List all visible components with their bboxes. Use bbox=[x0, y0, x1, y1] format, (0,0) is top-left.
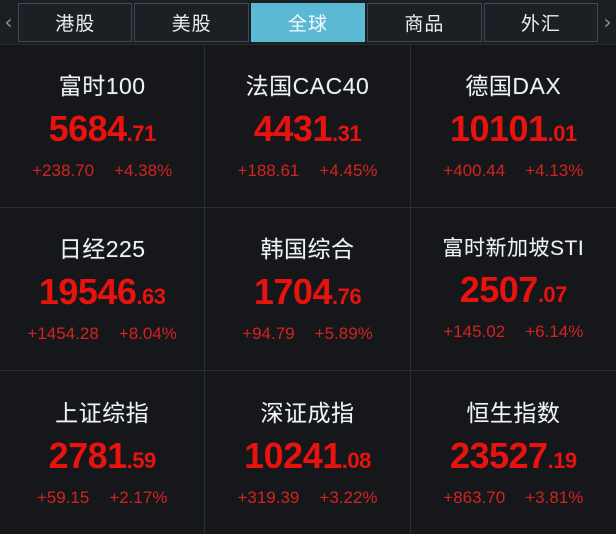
index-deltas: +188.61 +4.45% bbox=[237, 161, 377, 181]
index-price: 5684.71 bbox=[48, 108, 157, 149]
index-price: 1704.76 bbox=[253, 271, 362, 312]
chevron-right-icon[interactable]: › bbox=[603, 10, 612, 34]
quote-grid: 富时100 5684.71 +238.70 +4.38% 法国CAC40 443… bbox=[0, 45, 616, 534]
index-name: 上证综指 bbox=[55, 399, 150, 426]
index-change-percent: +3.22% bbox=[319, 487, 378, 507]
quote-card[interactable]: 法国CAC40 4431.31 +188.61 +4.45% bbox=[205, 45, 411, 208]
index-change-percent: +2.17% bbox=[109, 487, 168, 507]
index-price-decimal: .07 bbox=[537, 282, 568, 307]
index-price-decimal: .76 bbox=[331, 284, 362, 309]
index-price-integer: 1704 bbox=[253, 271, 333, 312]
quote-card[interactable]: 德国DAX 10101.01 +400.44 +4.13% bbox=[410, 45, 616, 208]
index-deltas: +863.70 +3.81% bbox=[443, 488, 583, 508]
index-name: 富时新加坡STI bbox=[442, 237, 585, 260]
index-deltas: +145.02 +6.14% bbox=[443, 322, 583, 342]
index-price: 2507.07 bbox=[459, 269, 568, 310]
index-change-percent: +5.89% bbox=[314, 324, 373, 343]
index-name: 恒生指数 bbox=[466, 399, 561, 426]
index-change-percent: +4.38% bbox=[114, 161, 173, 180]
index-price: 10101.01 bbox=[450, 111, 577, 147]
index-change-percent: +4.45% bbox=[319, 161, 378, 180]
index-deltas: +238.70 +4.38% bbox=[32, 161, 172, 181]
quote-card[interactable]: 上证综指 2781.59 +59.15 +2.17% bbox=[0, 371, 206, 534]
index-price: 2781.59 bbox=[48, 434, 157, 476]
index-change: +319.39 bbox=[237, 487, 300, 507]
index-price-integer: 5684 bbox=[48, 108, 128, 149]
index-change-percent: +6.14% bbox=[525, 322, 584, 341]
index-change: +94.79 bbox=[242, 324, 295, 343]
quote-card[interactable]: 富时100 5684.71 +238.70 +4.38% bbox=[0, 45, 206, 208]
index-price-integer: 4431 bbox=[253, 108, 333, 149]
chevron-left-icon[interactable]: ‹ bbox=[4, 10, 13, 34]
quote-card[interactable]: 富时新加坡STI 2507.07 +145.02 +6.14% bbox=[410, 208, 616, 371]
index-change: +145.02 bbox=[443, 322, 506, 341]
index-price-integer: 23527 bbox=[449, 434, 548, 476]
index-price-integer: 10101 bbox=[449, 108, 548, 149]
tab-forex[interactable]: 外汇 bbox=[483, 2, 599, 42]
quote-card[interactable]: 日经225 19546.63 +1454.28 +8.04% bbox=[0, 208, 206, 371]
index-name: 日经225 bbox=[58, 236, 146, 262]
index-deltas: +94.79 +5.89% bbox=[242, 324, 373, 344]
index-deltas: +1454.28 +8.04% bbox=[27, 324, 177, 344]
index-deltas: +59.15 +2.17% bbox=[37, 488, 168, 508]
index-name: 富时100 bbox=[58, 73, 146, 99]
index-deltas: +319.39 +3.22% bbox=[237, 488, 377, 508]
index-change: +863.70 bbox=[443, 487, 506, 507]
tab-hk-stocks[interactable]: 港股 bbox=[18, 2, 133, 42]
index-price-decimal: .71 bbox=[126, 121, 157, 146]
index-price-decimal: .08 bbox=[341, 447, 372, 473]
index-change-percent: +4.13% bbox=[525, 161, 584, 180]
tab-global[interactable]: 全球 bbox=[250, 2, 366, 42]
index-price-decimal: .31 bbox=[331, 121, 362, 146]
index-price: 4431.31 bbox=[253, 108, 362, 149]
index-change-percent: +8.04% bbox=[118, 324, 177, 343]
index-deltas: +400.44 +4.13% bbox=[443, 161, 583, 181]
index-price-integer: 19546 bbox=[38, 271, 137, 312]
tab-us-stocks[interactable]: 美股 bbox=[134, 2, 249, 42]
index-name: 法国CAC40 bbox=[245, 73, 370, 99]
index-name: 德国DAX bbox=[465, 73, 562, 99]
index-change: +188.61 bbox=[237, 161, 300, 180]
index-change: +59.15 bbox=[36, 487, 90, 507]
index-price-decimal: .01 bbox=[547, 121, 578, 146]
index-price-integer: 10241 bbox=[244, 434, 342, 476]
index-price-integer: 2507 bbox=[459, 269, 539, 310]
index-change: +238.70 bbox=[32, 161, 95, 180]
index-price-decimal: .63 bbox=[136, 284, 166, 309]
tab-list: 港股 美股 全球 商品 外汇 bbox=[17, 2, 599, 42]
tab-commodities[interactable]: 商品 bbox=[367, 2, 482, 42]
index-name: 韩国综合 bbox=[260, 236, 355, 262]
index-price: 23527.19 bbox=[449, 434, 578, 476]
index-price: 10241.08 bbox=[244, 434, 372, 476]
index-price-decimal: .19 bbox=[547, 447, 578, 473]
index-change: +400.44 bbox=[443, 161, 506, 180]
index-price: 19546.63 bbox=[39, 274, 166, 310]
quote-card[interactable]: 恒生指数 23527.19 +863.70 +3.81% bbox=[411, 371, 616, 534]
index-price-decimal: .59 bbox=[126, 447, 157, 473]
index-price-integer: 2781 bbox=[48, 434, 128, 476]
quote-card[interactable]: 深证成指 10241.08 +319.39 +3.22% bbox=[205, 371, 411, 534]
index-change-percent: +3.81% bbox=[525, 487, 584, 507]
category-tab-bar: ‹ 港股 美股 全球 商品 外汇 › bbox=[0, 0, 616, 45]
quote-card[interactable]: 韩国综合 1704.76 +94.79 +5.89% bbox=[205, 208, 411, 371]
index-change: +1454.28 bbox=[27, 324, 99, 343]
index-name: 深证成指 bbox=[260, 399, 355, 426]
